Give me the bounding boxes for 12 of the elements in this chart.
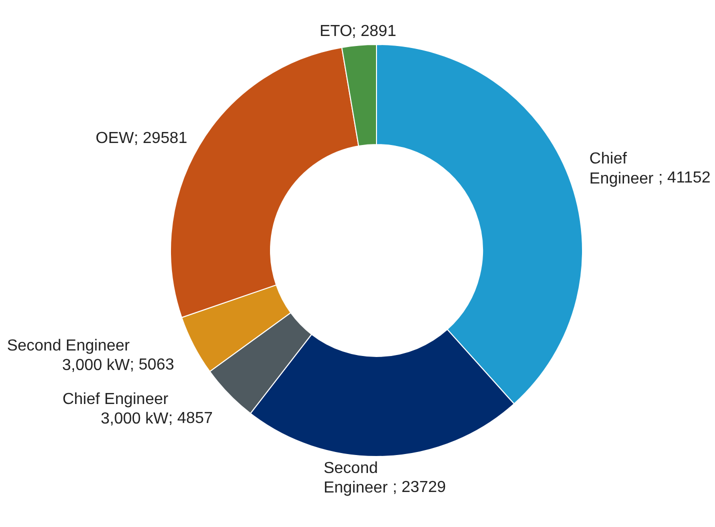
slice-label: Chief Engineer <box>589 150 654 188</box>
data-label: ; 29581 <box>134 130 188 147</box>
data-label: ; 4857 <box>168 410 213 427</box>
data-label: ; 2891 <box>352 22 396 40</box>
data-label: ; 41152 <box>658 170 711 187</box>
slice-label: ETO <box>320 22 352 40</box>
data-label: ; 5063 <box>130 356 174 374</box>
slice-label: Second Engineer <box>324 460 388 497</box>
slice-label: Chief Engineer 3,000 kW <box>62 390 170 428</box>
slice-label: Second Engineer 3,000 kW <box>6 337 131 374</box>
slice-label: OEW <box>96 130 135 147</box>
data-label: ; 23729 <box>392 479 446 496</box>
